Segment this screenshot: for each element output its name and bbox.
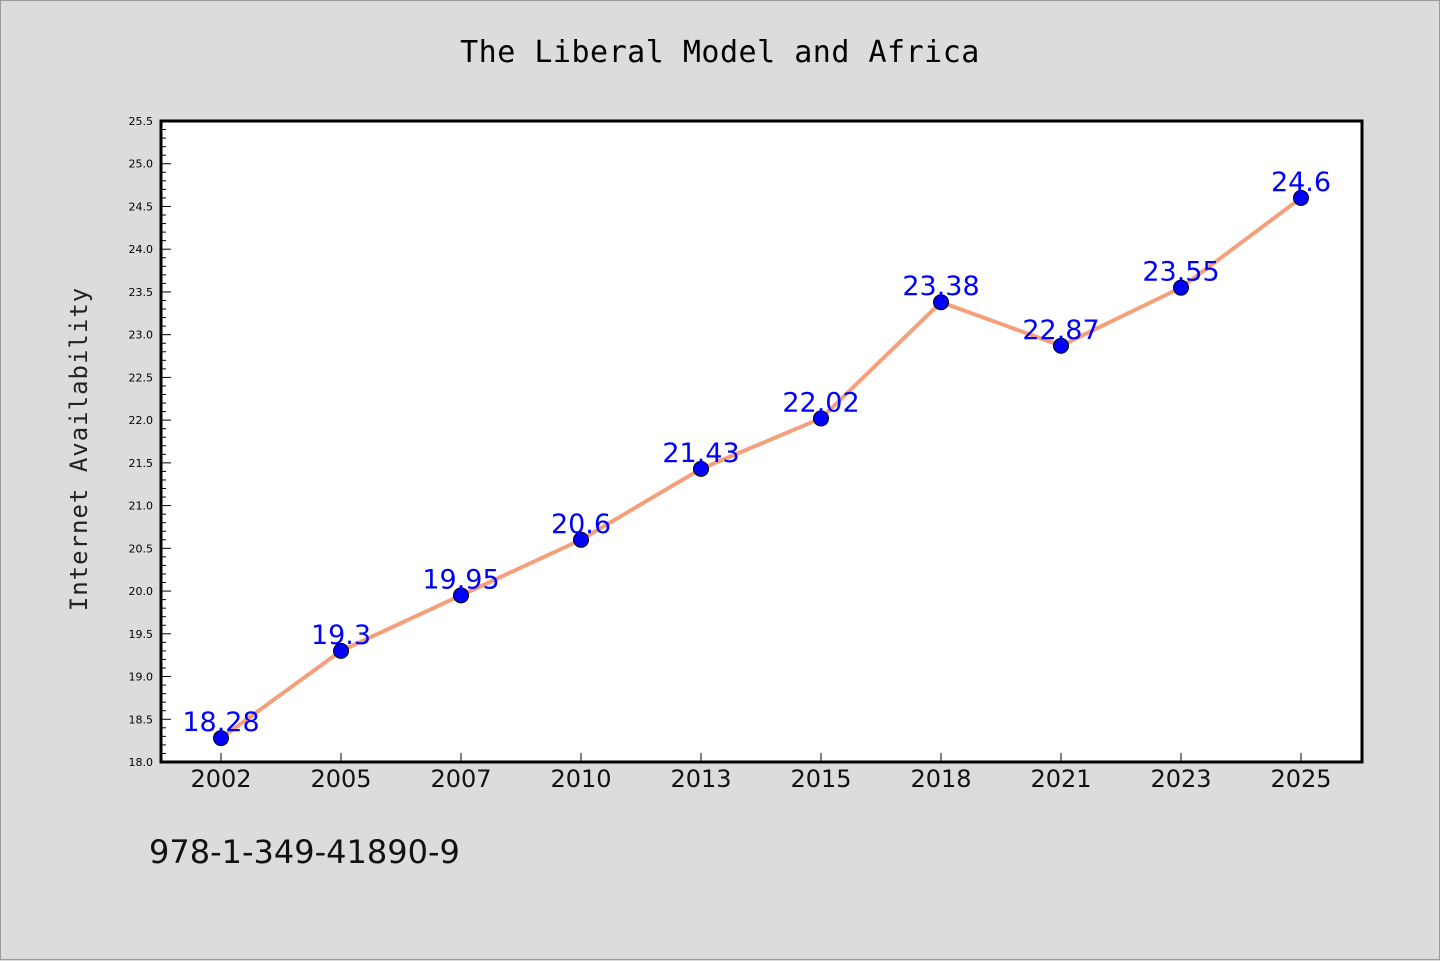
x-tick-label: 2007 (430, 765, 491, 793)
y-tick-label: 19.0 (129, 671, 154, 684)
series-line (219, 196, 1303, 740)
x-tick-label: 2010 (550, 765, 611, 793)
x-tick-label: 2005 (310, 765, 371, 793)
data-point (453, 587, 469, 604)
y-tick-label: 19.5 (129, 628, 154, 641)
footer-code: 978-1-349-41890-9 (149, 833, 460, 871)
y-axis-title: Internet Availability (65, 287, 93, 611)
y-tick-label: 23.5 (129, 286, 154, 299)
y-tick-label: 22.5 (129, 371, 154, 384)
y-tick-label: 20.0 (129, 585, 154, 598)
data-label: 23.38 (902, 271, 979, 302)
y-tick-label: 21.5 (129, 457, 154, 470)
data-point (573, 531, 589, 548)
data-point (1053, 337, 1069, 354)
y-tick-label: 25.5 (129, 115, 154, 128)
x-tick-label: 2015 (790, 765, 851, 793)
data-label: 21.43 (662, 438, 739, 469)
y-tick-label: 20.5 (129, 542, 154, 555)
x-axis: 2002 2005 2007 2010 2013 2015 2018 2021 2023 2025 (190, 753, 1332, 793)
data-point (213, 730, 229, 747)
data-point (813, 410, 829, 427)
data-point (933, 294, 949, 311)
x-tick-label: 2021 (1030, 765, 1091, 793)
chart-title: The Liberal Model and Africa (460, 35, 980, 70)
data-label: 23.55 (1142, 257, 1219, 288)
y-tick-label: 22.0 (129, 414, 154, 427)
data-point (333, 642, 349, 659)
x-tick-label: 2023 (1150, 765, 1211, 793)
data-point (1293, 189, 1309, 206)
y-axis: 18.0 18.5 19.0 19.5 20.0 20.5 21.0 21.5 22.0 22.5… (129, 115, 171, 769)
data-point (1173, 279, 1189, 296)
data-label: 22.87 (1022, 315, 1099, 346)
data-label: 24.6 (1271, 167, 1331, 198)
y-tick-label: 24.0 (129, 243, 154, 256)
y-tick-label: 24.5 (129, 200, 154, 213)
data-label: 22.02 (782, 387, 859, 418)
data-label-group: 18.28 19.3 19.95 20.6 21.43 22.02 23.38 22.87 23… (182, 167, 1331, 738)
x-tick-label: 2018 (910, 765, 971, 793)
y-tick-label: 25.0 (129, 158, 154, 171)
y-tick-label: 18.5 (129, 713, 154, 726)
y-tick-label: 18.0 (129, 756, 154, 769)
x-tick-label: 2013 (670, 765, 731, 793)
y-tick-label: 23.0 (129, 329, 154, 342)
series-line-group (219, 196, 1303, 740)
y-tick-label: 21.0 (129, 500, 154, 513)
data-label: 20.6 (551, 509, 611, 540)
data-label: 19.95 (422, 564, 499, 595)
data-point (693, 460, 709, 477)
marker-group (213, 189, 1309, 747)
data-label: 19.3 (311, 620, 371, 651)
x-tick-label: 2025 (1270, 765, 1331, 793)
data-label: 18.28 (182, 707, 259, 738)
x-tick-label: 2002 (190, 765, 251, 793)
